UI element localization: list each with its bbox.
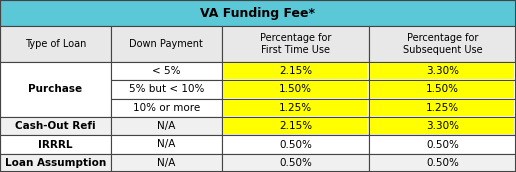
Text: Percentage for
First Time Use: Percentage for First Time Use [260,33,331,55]
Bar [222,80,369,99]
Bar [369,154,516,172]
Bar [111,99,222,117]
Text: 0.50%: 0.50% [426,139,459,149]
Bar [370,100,514,116]
Bar [369,62,516,80]
Bar [222,62,369,80]
Bar [0,26,111,62]
Text: < 5%: < 5% [152,66,181,76]
Bar [223,118,367,134]
Bar [0,117,111,135]
Text: 10% or more: 10% or more [133,103,200,113]
Bar [369,26,516,62]
Bar [370,63,514,79]
Bar [369,80,516,99]
Bar [111,135,222,154]
Text: 0.50%: 0.50% [279,139,312,149]
Text: N/A: N/A [157,158,175,168]
Text: 1.50%: 1.50% [426,84,459,94]
Bar [111,26,222,62]
Text: 0.50%: 0.50% [426,158,459,168]
Bar [369,99,516,117]
Bar [369,135,516,154]
Text: Percentage for
Subsequent Use: Percentage for Subsequent Use [402,33,482,55]
Text: 2.15%: 2.15% [279,121,312,131]
Bar [0,0,516,26]
Bar [222,26,369,62]
Bar [111,154,222,172]
Text: 2.15%: 2.15% [279,66,312,76]
Bar [223,63,367,79]
Bar [369,117,516,135]
Bar [222,117,369,135]
Bar [111,117,222,135]
Bar [370,118,514,134]
Bar [111,80,222,99]
Text: Loan Assumption: Loan Assumption [5,158,106,168]
Text: Down Payment: Down Payment [130,39,203,49]
Bar [223,100,367,116]
Text: 3.30%: 3.30% [426,66,459,76]
Bar [222,154,369,172]
Bar [111,62,222,80]
Bar [370,81,514,98]
Text: N/A: N/A [157,139,175,149]
Bar [0,62,111,117]
Bar [0,135,111,154]
Text: 1.25%: 1.25% [279,103,312,113]
Text: 1.50%: 1.50% [279,84,312,94]
Text: 3.30%: 3.30% [426,121,459,131]
Text: 1.25%: 1.25% [426,103,459,113]
Text: IRRRL: IRRRL [38,139,73,149]
Text: Cash-Out Refi: Cash-Out Refi [15,121,96,131]
Text: VA Funding Fee*: VA Funding Fee* [201,7,315,19]
Text: N/A: N/A [157,121,175,131]
Bar [223,81,367,98]
Text: Purchase: Purchase [28,84,83,94]
Bar [0,154,111,172]
Bar [222,99,369,117]
Text: 0.50%: 0.50% [279,158,312,168]
Bar [222,135,369,154]
Text: 5% but < 10%: 5% but < 10% [128,84,204,94]
Text: Type of Loan: Type of Loan [25,39,86,49]
